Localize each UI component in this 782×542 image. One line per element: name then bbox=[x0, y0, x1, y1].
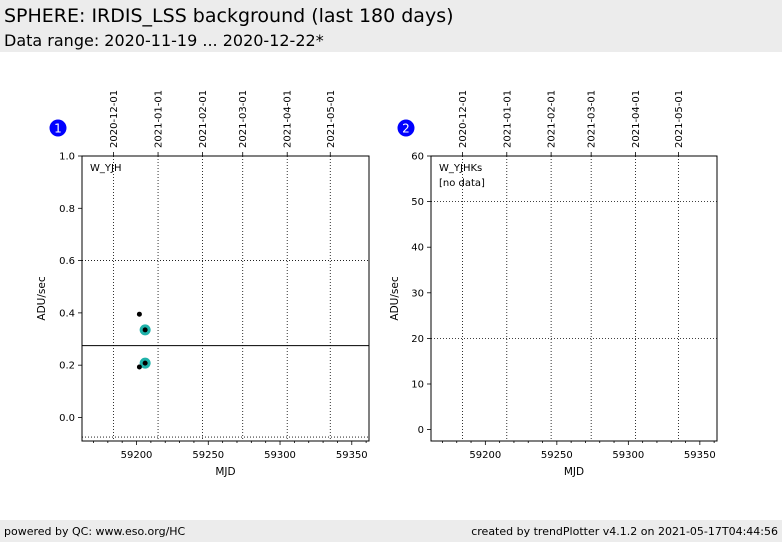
y-tick-label: 30 bbox=[411, 288, 424, 299]
x-axis-label: MJD bbox=[564, 466, 584, 478]
plot-area bbox=[82, 156, 369, 441]
plot-frame bbox=[81, 155, 370, 442]
y-tick-label: 0.8 bbox=[59, 204, 75, 215]
date-tick-label: 2021-05-01 bbox=[326, 90, 337, 148]
panel-badge-icon bbox=[397, 119, 415, 137]
date-tick-label: 2021-01-01 bbox=[154, 90, 165, 148]
panel-badge-number: 2 bbox=[402, 122, 410, 136]
date-tick-label: 2020-12-01 bbox=[458, 90, 469, 148]
panel-badge-number: 1 bbox=[54, 122, 62, 136]
y-tick-label: 0.6 bbox=[59, 256, 75, 267]
panel-badge-icon bbox=[49, 119, 67, 137]
date-tick-label: 2021-01-01 bbox=[502, 90, 513, 148]
x-tick-label: 59250 bbox=[192, 450, 224, 461]
data-point bbox=[136, 311, 142, 317]
no-data-note: [no data] bbox=[439, 178, 485, 189]
x-tick-label: 59250 bbox=[541, 450, 573, 461]
data-range-subtitle: Data range: 2020-11-19 ... 2020-12-22* bbox=[4, 31, 324, 50]
date-tick-label: 2021-05-01 bbox=[674, 90, 685, 148]
parameter-label: W_YJHKs bbox=[439, 163, 482, 174]
date-tick-label: 2021-04-01 bbox=[283, 90, 294, 148]
header-bar: SPHERE: IRDIS_LSS background (last 180 d… bbox=[0, 0, 782, 52]
x-axis-label: MJD bbox=[215, 466, 235, 478]
y-tick-label: 0 bbox=[418, 425, 424, 436]
y-axis-label: ADU/sec bbox=[36, 276, 48, 320]
date-tick-label: 2021-03-01 bbox=[238, 90, 249, 148]
y-tick-label: 20 bbox=[411, 334, 424, 345]
footer-credit: powered by QC: www.eso.org/HC bbox=[4, 525, 186, 538]
date-tick-label: 2021-03-01 bbox=[587, 90, 598, 148]
x-tick-label: 59300 bbox=[264, 450, 296, 461]
footer-created-by: created by trendPlotter v4.1.2 on 2021-0… bbox=[471, 525, 778, 538]
y-tick-label: 50 bbox=[411, 197, 424, 208]
y-tick-label: 1.0 bbox=[59, 152, 75, 163]
plots-canvas: 1 2020-12-01 2021-01-01 2021-02-01 2021-03-0… bbox=[36, 90, 718, 478]
date-tick-label: 2020-12-01 bbox=[109, 90, 120, 148]
footer-bar: powered by QC: www.eso.org/HC created by… bbox=[0, 520, 782, 542]
chart-panel-2: 2 2020-12-01 2021-01-01 2021-02-01 2021-03-0… bbox=[389, 90, 718, 478]
y-tick-label: 10 bbox=[411, 380, 424, 391]
parameter-label: W_YJH bbox=[90, 163, 121, 174]
y-tick-label: 0.4 bbox=[59, 308, 75, 319]
x-tick-label: 59350 bbox=[336, 450, 368, 461]
chart-panel-1: 1 2020-12-01 2021-01-01 2021-02-01 2021-03-0… bbox=[36, 90, 370, 478]
x-tick-label: 59300 bbox=[612, 450, 644, 461]
date-tick-label: 2021-04-01 bbox=[631, 90, 642, 148]
page-title: SPHERE: IRDIS_LSS background (last 180 d… bbox=[4, 5, 454, 27]
y-tick-label: 60 bbox=[411, 152, 424, 163]
x-tick-label: 59200 bbox=[121, 450, 153, 461]
plot-frame bbox=[430, 155, 718, 442]
x-tick-label: 59200 bbox=[469, 450, 501, 461]
data-point bbox=[136, 364, 142, 370]
y-tick-label: 40 bbox=[411, 243, 424, 254]
plot-area bbox=[431, 156, 717, 441]
y-axis-label: ADU/sec bbox=[389, 276, 401, 320]
data-point bbox=[142, 360, 148, 366]
date-tick-label: 2021-02-01 bbox=[547, 90, 558, 148]
x-tick-label: 59350 bbox=[684, 450, 716, 461]
y-tick-label: 0.0 bbox=[59, 413, 75, 424]
data-point bbox=[142, 327, 148, 333]
date-tick-label: 2021-02-01 bbox=[198, 90, 209, 148]
y-tick-label: 0.2 bbox=[59, 361, 75, 372]
